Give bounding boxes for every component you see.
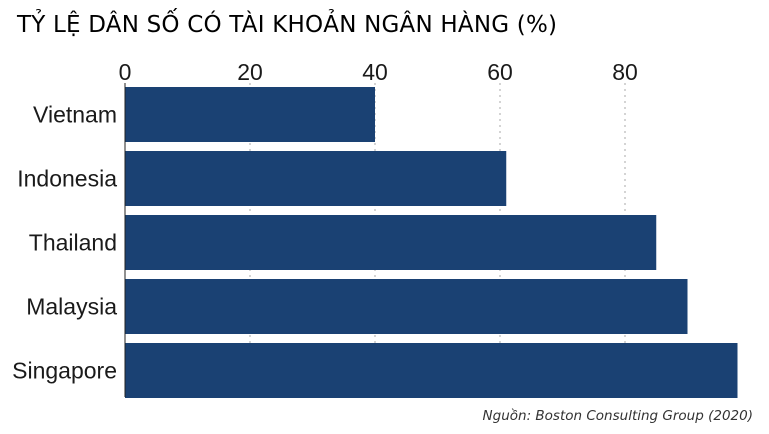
x-tick-label-60: 60 — [487, 59, 513, 85]
category-labels: Vietnam Indonesia Thailand Malaysia Singapor… — [12, 102, 117, 384]
bars — [125, 87, 738, 398]
bar-indonesia — [125, 151, 507, 206]
category-label-indonesia: Indonesia — [17, 166, 117, 192]
category-label-singapore: Singapore — [12, 358, 117, 384]
bar-malaysia — [125, 279, 688, 334]
x-tick-label-40: 40 — [362, 59, 388, 85]
x-tick-label-80: 80 — [612, 59, 638, 85]
category-label-malaysia: Malaysia — [26, 294, 117, 320]
x-tick-label-0: 0 — [119, 59, 132, 85]
bar-singapore — [125, 343, 738, 398]
category-label-thailand: Thailand — [29, 230, 117, 256]
source-note: Nguồn: Boston Consulting Group (2020) — [482, 408, 753, 424]
bar-vietnam — [125, 87, 375, 142]
category-label-vietnam: Vietnam — [33, 102, 117, 128]
x-tick-label-20: 20 — [237, 59, 263, 85]
x-axis-ticks: 0 20 40 60 80 — [119, 59, 638, 85]
chart-title: TỶ LỆ DÂN SỐ CÓ TÀI KHOẢN NGÂN HÀNG (%) — [17, 12, 558, 38]
bar-thailand — [125, 215, 657, 270]
